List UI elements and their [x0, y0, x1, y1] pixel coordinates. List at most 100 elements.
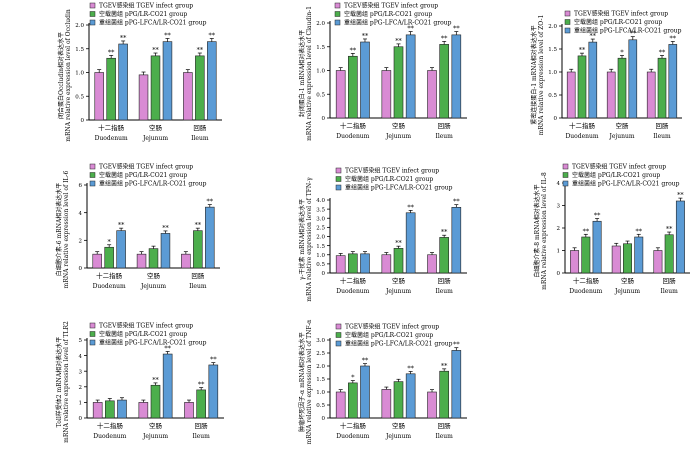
y-axis-label-en: mRNA relative expression level of IL-6 — [63, 171, 70, 289]
legend-label: TGEV感染组 TGEV infect group — [344, 2, 438, 10]
bar — [162, 353, 173, 419]
y-axis-label-en: mRNA relative expression level of Claudi… — [306, 6, 313, 141]
y-axis-label-cn: γ-干扰素 mRNA相对表达水平 — [298, 199, 306, 280]
y-tick-label: 1.0 — [75, 71, 84, 77]
significance-mark: ** — [197, 46, 204, 54]
chart-panel: 0 0.5 1.0 1.5 2.0 封闭蛋白-1 mRNA相对表达水平 mRNA relat… — [298, 2, 467, 141]
category-label-cn: 空肠 — [149, 123, 163, 132]
legend-swatch — [335, 184, 342, 191]
category-label-en: Duodenum — [93, 283, 126, 290]
legend-label: 重组菌组 pPG-LFCA/LR-CO21 group — [574, 27, 682, 35]
bar — [360, 41, 370, 119]
significance-mark: ** — [636, 227, 643, 235]
y-tick-label: 0 — [557, 271, 561, 277]
bar — [381, 254, 392, 274]
y-tick-label: 1.5 — [316, 45, 325, 51]
significance-mark: ** — [670, 34, 677, 42]
legend-label: 重组菌组 pPG-LFCA/LR-CO21 group — [344, 19, 452, 27]
legend-swatch — [562, 163, 569, 170]
legend-label: 重组菌组 pPG-LFCA/LR-CO21 group — [99, 339, 207, 347]
significance-mark: ** — [453, 341, 460, 349]
category-label-en: Duodenum — [336, 133, 369, 140]
category-label-en: Ileum — [189, 283, 207, 290]
bar — [207, 41, 217, 121]
significance-mark: ** — [441, 34, 448, 42]
y-tick-label: 1.0 — [316, 390, 325, 396]
bar — [634, 236, 644, 274]
category-label-en: Jejunum — [142, 433, 168, 440]
significance-mark: ** — [441, 228, 448, 236]
significance-mark: ** — [120, 34, 127, 42]
bar — [451, 207, 462, 274]
y-tick-label: 2.0 — [316, 21, 325, 27]
significance-mark: ** — [590, 32, 597, 40]
significance-mark: ** — [195, 221, 202, 229]
y-tick-label: 1 — [79, 401, 83, 407]
y-tick-label: 4.0 — [316, 198, 325, 204]
bar — [439, 237, 449, 274]
significance-mark: ** — [407, 364, 414, 372]
y-tick-label: 4 — [557, 181, 561, 187]
significance-mark: ** — [453, 198, 460, 206]
category-label-cn: 空肠 — [392, 421, 406, 430]
category-label-en: Ileum — [653, 133, 671, 140]
bar — [138, 74, 149, 121]
bar — [588, 41, 598, 119]
y-tick-label: 3.0 — [316, 216, 325, 222]
y-tick-label: 1.5 — [75, 47, 84, 53]
category-label-en: Duodenum — [95, 135, 128, 142]
bar — [106, 57, 116, 121]
y-tick-label: 3.5 — [316, 207, 325, 213]
y-tick-label: 0.5 — [548, 93, 557, 99]
category-label-cn: 回肠 — [663, 276, 677, 285]
bar — [117, 399, 127, 419]
legend-swatch — [562, 172, 569, 178]
y-axis-label-cn: 白细胞介素-6 mRNA相对表达水平 — [55, 183, 63, 277]
legend-swatch — [334, 19, 341, 26]
legend-swatch — [89, 339, 96, 346]
category-label-cn: 空肠 — [392, 276, 406, 285]
bar — [193, 230, 203, 269]
legend-swatch — [89, 172, 96, 178]
y-tick-label: 0.5 — [316, 403, 325, 409]
bar — [136, 253, 147, 269]
bar — [405, 373, 416, 419]
y-axis-label-cn: 肿瘤坏死因子-α mRNA相对表达水平 — [298, 332, 306, 432]
significance-mark: ** — [594, 212, 601, 220]
category-label-en: Ileum — [435, 288, 453, 295]
bar — [116, 230, 126, 269]
y-axis-label-cn: 闭合蛋白Occludin相对表达水平 — [57, 32, 65, 119]
bar — [570, 250, 580, 274]
legend-label: 空载菌组 pPG/LR-CO21 group — [345, 331, 433, 339]
y-tick-label: 0 — [322, 271, 326, 277]
bar — [92, 253, 102, 269]
legend-swatch — [89, 322, 96, 329]
bar — [205, 206, 215, 269]
category-label-en: Duodenum — [565, 133, 598, 140]
significance-mark: ** — [441, 362, 448, 370]
bar — [196, 389, 206, 419]
category-label-cn: 回肠 — [656, 121, 670, 130]
legend-swatch — [562, 180, 569, 187]
category-label-cn: 回肠 — [438, 276, 452, 285]
y-tick-label: 3.0 — [316, 338, 325, 344]
category-label-en: Jejunum — [142, 135, 168, 142]
bar — [195, 55, 205, 121]
significance-mark: ** — [198, 381, 205, 389]
bar — [577, 55, 587, 119]
category-label-en: Ileum — [435, 433, 453, 440]
bar — [150, 384, 161, 419]
category-label-en: Jejunum — [385, 433, 411, 440]
bar — [427, 70, 437, 119]
y-tick-label: 2.5 — [316, 226, 325, 232]
legend-label: 空载菌组 pPG/LR-CO21 group — [572, 171, 660, 179]
significance-mark: ** — [583, 227, 590, 235]
bar — [104, 246, 114, 269]
chart-panel: 0 0.5 1.0 1.5 2.0 闭合蛋白Occludin相对表达水平 mRNA rela… — [57, 2, 222, 142]
bar — [335, 70, 346, 119]
y-axis-label-en: mRNA relative expression level of Occlud… — [65, 9, 72, 142]
category-label-en: Duodenum — [336, 433, 369, 440]
y-tick-label: 0 — [79, 266, 83, 272]
bar — [617, 57, 627, 119]
